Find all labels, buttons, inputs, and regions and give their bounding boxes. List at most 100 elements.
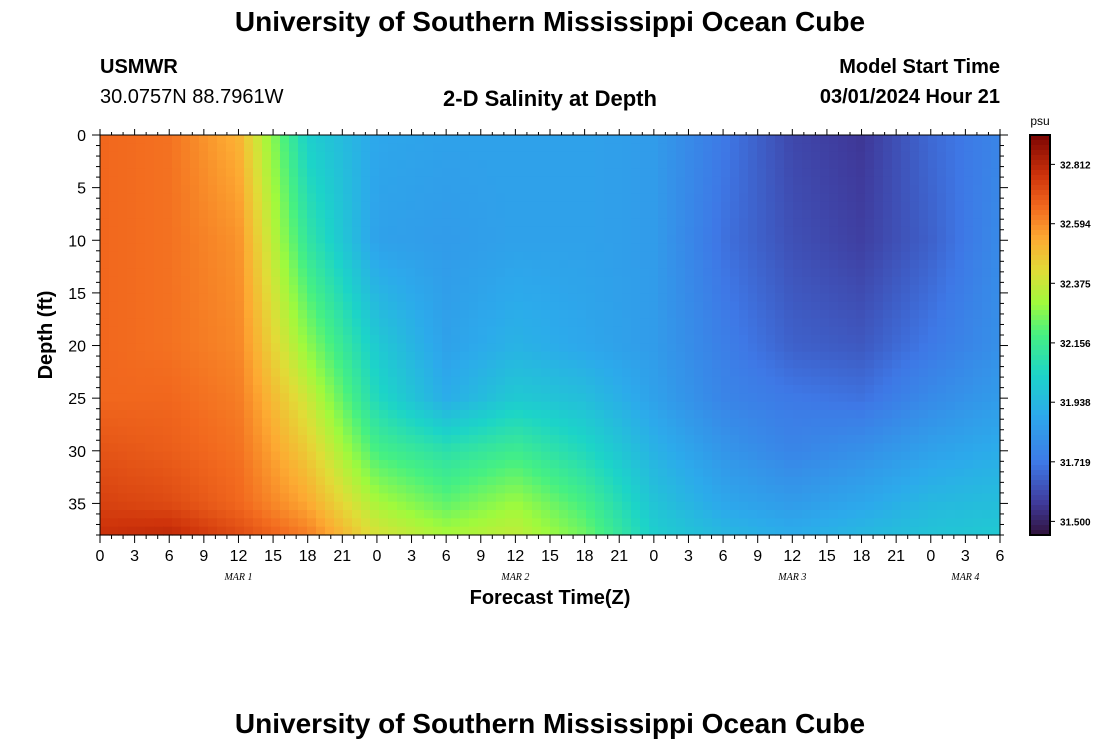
heatmap-cell xyxy=(820,351,830,361)
heatmap-cell xyxy=(460,310,470,319)
heatmap-cell xyxy=(271,460,281,469)
heatmap-cell xyxy=(541,385,551,394)
heatmap-cell xyxy=(775,285,785,294)
heatmap-cell xyxy=(271,385,281,394)
heatmap-cell xyxy=(721,385,731,394)
heatmap-cell xyxy=(901,501,911,511)
heatmap-cell xyxy=(658,318,668,328)
heatmap-cell xyxy=(982,251,992,261)
heatmap-cell xyxy=(514,268,524,278)
heatmap-cell xyxy=(262,226,272,236)
heatmap-cell xyxy=(838,518,848,528)
heatmap-cell xyxy=(676,443,686,453)
heatmap-cell xyxy=(622,143,632,153)
heatmap-cell xyxy=(568,176,578,186)
heatmap-cell xyxy=(982,385,992,394)
heatmap-cell xyxy=(226,343,236,353)
heatmap-cell xyxy=(253,335,263,344)
heatmap-cell xyxy=(532,185,542,194)
heatmap-cell xyxy=(235,143,245,153)
heatmap-cell xyxy=(424,410,434,419)
heatmap-cell xyxy=(478,235,488,244)
heatmap-cell xyxy=(181,135,191,144)
heatmap-cell xyxy=(586,385,596,394)
heatmap-cell xyxy=(298,310,308,319)
heatmap-cell xyxy=(424,418,434,428)
heatmap-cell xyxy=(748,526,758,536)
heatmap-cell xyxy=(406,410,416,419)
heatmap-cell xyxy=(289,185,299,194)
heatmap-cell xyxy=(973,510,983,519)
heatmap-cell xyxy=(163,510,173,519)
heatmap-cell xyxy=(766,285,776,294)
heatmap-cell xyxy=(577,318,587,328)
x-tick-label: 3 xyxy=(407,548,416,565)
heatmap-cell xyxy=(307,493,317,503)
heatmap-cell xyxy=(640,493,650,503)
heatmap-cell xyxy=(451,260,461,269)
heatmap-cell xyxy=(874,385,884,394)
heatmap-cell xyxy=(217,210,227,219)
heatmap-cell xyxy=(334,343,344,353)
heatmap-cell xyxy=(478,476,488,486)
heatmap-cell xyxy=(667,326,677,336)
heatmap-cell xyxy=(523,151,533,161)
heatmap-cell xyxy=(541,176,551,186)
heatmap-cell xyxy=(802,243,812,253)
heatmap-cell xyxy=(622,418,632,428)
heatmap-cell xyxy=(109,318,119,328)
heatmap-cell xyxy=(622,251,632,261)
x-tick-label: 3 xyxy=(130,548,139,565)
heatmap-cell xyxy=(568,476,578,486)
heatmap-cell xyxy=(955,393,965,403)
heatmap-cell xyxy=(181,310,191,319)
heatmap-cell xyxy=(190,185,200,194)
heatmap-cell xyxy=(532,210,542,219)
heatmap-cell xyxy=(361,485,371,494)
heatmap-cell xyxy=(181,510,191,519)
heatmap-cell xyxy=(829,501,839,511)
heatmap-cell xyxy=(892,468,902,478)
heatmap-cell xyxy=(163,526,173,536)
heatmap-cell xyxy=(856,201,866,211)
heatmap-cell xyxy=(631,260,641,269)
heatmap-cell xyxy=(811,493,821,503)
heatmap-cell xyxy=(235,418,245,428)
heatmap-cell xyxy=(145,143,155,153)
heatmap-cell xyxy=(604,385,614,394)
heatmap-cell xyxy=(748,326,758,336)
heatmap-cell xyxy=(397,276,407,286)
heatmap-cell xyxy=(208,226,218,236)
heatmap-cell xyxy=(757,293,767,303)
heatmap-cell xyxy=(550,335,560,344)
heatmap-cell xyxy=(352,501,362,511)
heatmap-cell xyxy=(496,201,506,211)
heatmap-cell xyxy=(919,268,929,278)
heatmap-cell xyxy=(388,210,398,219)
heatmap-cell xyxy=(127,401,137,411)
heatmap-cell xyxy=(307,218,317,228)
heatmap-cell xyxy=(316,368,326,378)
heatmap-cell xyxy=(289,526,299,536)
heatmap-cell xyxy=(793,260,803,269)
heatmap-cell xyxy=(505,276,515,286)
heatmap-cell xyxy=(280,168,290,178)
heatmap-cell xyxy=(523,476,533,486)
heatmap-cell xyxy=(946,293,956,303)
heatmap-cell xyxy=(622,410,632,419)
heatmap-cell xyxy=(415,385,425,394)
heatmap-cell xyxy=(730,360,740,369)
heatmap-cell xyxy=(865,501,875,511)
heatmap-cell xyxy=(172,176,182,186)
heatmap-cell xyxy=(208,185,218,194)
heatmap-cell xyxy=(748,318,758,328)
heatmap-cell xyxy=(559,160,569,169)
heatmap-cell xyxy=(568,276,578,286)
heatmap-cell xyxy=(217,301,227,311)
heatmap-cell xyxy=(658,260,668,269)
heatmap-cell xyxy=(442,526,452,536)
heatmap-cell xyxy=(280,276,290,286)
heatmap-cell xyxy=(280,193,290,203)
heatmap-cell xyxy=(829,293,839,303)
heatmap-cell xyxy=(676,368,686,378)
